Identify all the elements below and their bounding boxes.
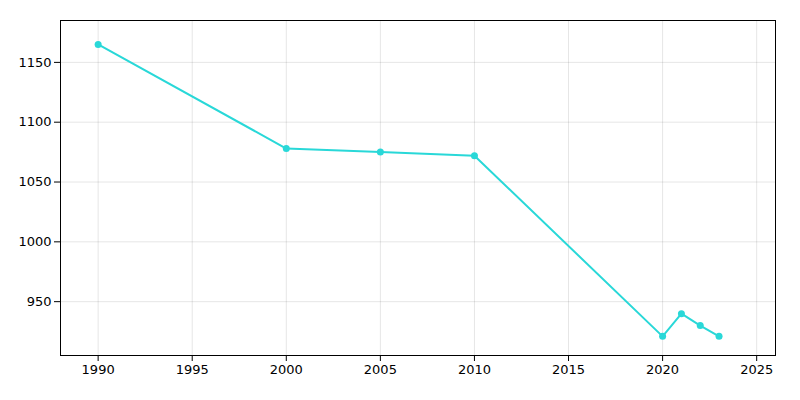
svg-text:1150: 1150 — [18, 55, 51, 70]
svg-text:950: 950 — [27, 294, 52, 309]
svg-text:1000: 1000 — [18, 234, 51, 249]
svg-text:1990: 1990 — [82, 362, 115, 377]
svg-text:1995: 1995 — [176, 362, 209, 377]
svg-text:1050: 1050 — [18, 174, 51, 189]
svg-text:1100: 1100 — [18, 114, 51, 129]
svg-text:2015: 2015 — [552, 362, 585, 377]
svg-text:2010: 2010 — [458, 362, 491, 377]
svg-text:2025: 2025 — [740, 362, 773, 377]
svg-text:2005: 2005 — [364, 362, 397, 377]
svg-text:2020: 2020 — [646, 362, 679, 377]
svg-text:2000: 2000 — [270, 362, 303, 377]
